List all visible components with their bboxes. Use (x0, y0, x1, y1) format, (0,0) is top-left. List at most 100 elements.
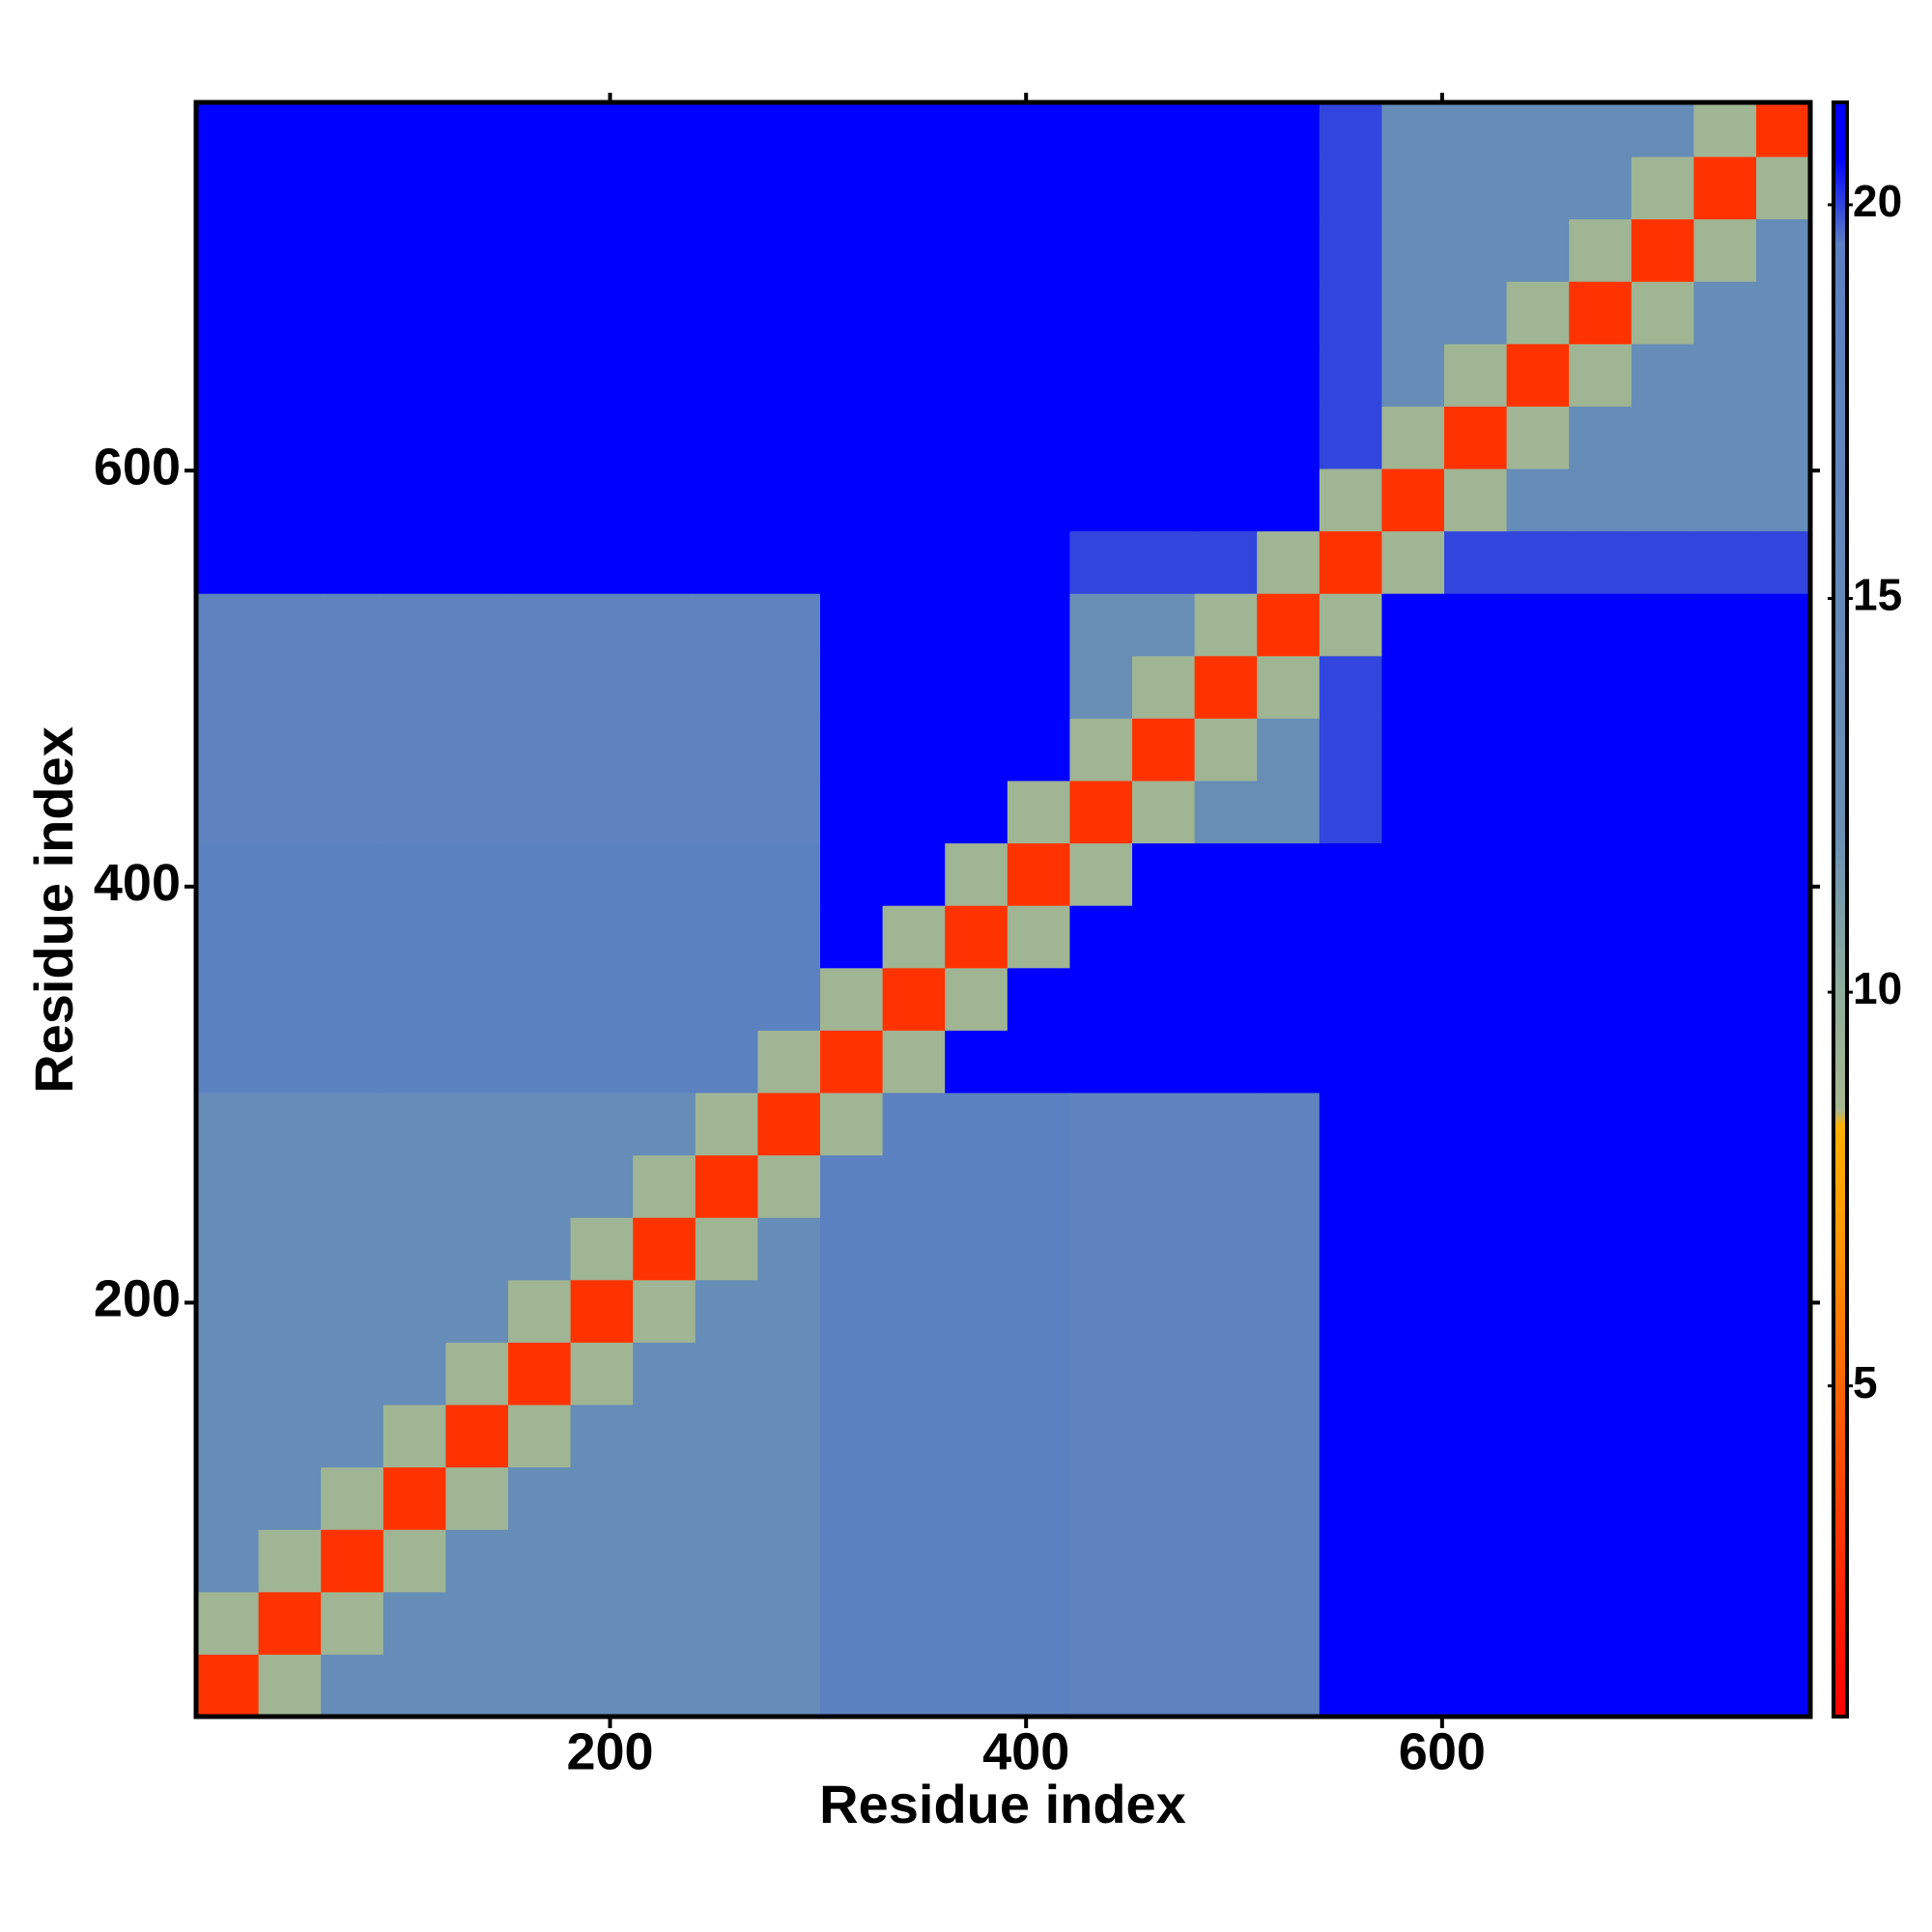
heatmap-cell (820, 1529, 884, 1593)
heatmap-cell (508, 1466, 572, 1530)
heatmap-cell (945, 780, 1009, 844)
heatmap-cell (1069, 343, 1133, 407)
heatmap-cell (1569, 780, 1633, 844)
heatmap-cell (695, 1217, 758, 1281)
heatmap-cell (1569, 842, 1633, 906)
heatmap-cell (1569, 281, 1633, 345)
heatmap-cell (508, 530, 572, 594)
heatmap-cell (258, 281, 322, 345)
heatmap-cell (258, 1591, 322, 1655)
heatmap-cell (882, 655, 946, 719)
heatmap-cell (445, 156, 509, 220)
heatmap-cell (258, 967, 322, 1031)
heatmap-cell (1194, 593, 1258, 657)
heatmap-cell (321, 218, 384, 282)
heatmap-cell (1756, 1217, 1811, 1281)
heatmap-cell (1132, 1529, 1196, 1593)
heatmap-cell (321, 343, 384, 407)
heatmap-cell (1319, 593, 1382, 657)
heatmap-cell (321, 406, 384, 469)
heatmap-cell (633, 406, 696, 469)
heatmap-cell (508, 218, 572, 282)
heatmap-cell (1506, 1466, 1570, 1530)
heatmap-cell (757, 718, 821, 781)
heatmap-cell (820, 468, 884, 532)
heatmap-cell (757, 1030, 821, 1094)
heatmap-cell (1194, 468, 1258, 532)
heatmap-cell (445, 1654, 509, 1718)
heatmap-cell (1257, 1466, 1321, 1530)
heatmap-cell (1631, 1154, 1694, 1218)
heatmap-cell (1069, 1092, 1133, 1156)
heatmap-cell (882, 1591, 946, 1655)
heatmap-cell (1132, 343, 1196, 407)
heatmap-cell (1569, 102, 1633, 157)
heatmap-cell (1756, 655, 1811, 719)
heatmap-cell (820, 1342, 884, 1406)
heatmap-cell (633, 718, 696, 781)
heatmap-cell (258, 1030, 322, 1094)
heatmap-cell (820, 406, 884, 469)
heatmap-cell (1444, 905, 1508, 969)
heatmap-cell (1631, 1092, 1694, 1156)
heatmap-cell (383, 593, 446, 657)
heatmap-cell (1506, 718, 1570, 781)
heatmap-cell (1069, 281, 1133, 345)
heatmap-cell (1693, 718, 1757, 781)
heatmap-cell (1319, 967, 1382, 1031)
heatmap-cell (695, 780, 758, 844)
heatmap-cell (757, 468, 821, 532)
heatmap-cell (1693, 1092, 1757, 1156)
heatmap-cell (1444, 1217, 1508, 1281)
heatmap-cell (820, 655, 884, 719)
heatmap-cell (445, 1030, 509, 1094)
heatmap-cell (258, 406, 322, 469)
heatmap-cell (882, 1466, 946, 1530)
heatmap-cell (1569, 156, 1633, 220)
heatmap-cell (1506, 281, 1570, 345)
heatmap-cell (633, 343, 696, 407)
heatmap-cell (1631, 1217, 1694, 1281)
heatmap-cell (1693, 156, 1757, 220)
heatmap-cell (757, 593, 821, 657)
heatmap-cell (570, 468, 634, 532)
heatmap-cell (1069, 1466, 1133, 1530)
x-tick-label: 200 (566, 1722, 653, 1780)
heatmap-cell (196, 1279, 260, 1343)
heatmap-cell (757, 1466, 821, 1530)
heatmap-cell (1257, 1654, 1321, 1718)
heatmap-cell (1132, 905, 1196, 969)
heatmap-cell (1319, 1591, 1382, 1655)
heatmap-cell (1381, 156, 1445, 220)
heatmap-cell (882, 406, 946, 469)
heatmap-cell (383, 1404, 446, 1468)
heatmap-cell (570, 102, 634, 157)
heatmap-cell (695, 102, 758, 157)
x-tick-label: 400 (982, 1722, 1069, 1780)
heatmap-cell (1007, 1466, 1070, 1530)
heatmap-cell (1756, 468, 1811, 532)
heatmap-cell (820, 156, 884, 220)
colorbar-tick-label: 15 (1853, 570, 1902, 620)
heatmap-cell (1444, 1529, 1508, 1593)
heatmap-cell (570, 1591, 634, 1655)
heatmap-cell (820, 718, 884, 781)
heatmap-cell (1569, 1154, 1633, 1218)
heatmap-cell (820, 1279, 884, 1343)
heatmap-cell (383, 1591, 446, 1655)
heatmap-cell (1069, 1279, 1133, 1343)
heatmap-cell (258, 593, 322, 657)
heatmap-cell (1631, 281, 1694, 345)
heatmap-cell (1194, 281, 1258, 345)
heatmap-cell (508, 1217, 572, 1281)
heatmap-cell (570, 905, 634, 969)
heatmap-cell (1569, 1529, 1633, 1593)
heatmap-cell (882, 1154, 946, 1218)
heatmap-cell (508, 1030, 572, 1094)
heatmap-cell (321, 842, 384, 906)
heatmap-cell (258, 1466, 322, 1530)
heatmap-cell (1569, 1342, 1633, 1406)
heatmap-cell (1631, 842, 1694, 906)
heatmap-cell (258, 905, 322, 969)
heatmap-cell (757, 218, 821, 282)
